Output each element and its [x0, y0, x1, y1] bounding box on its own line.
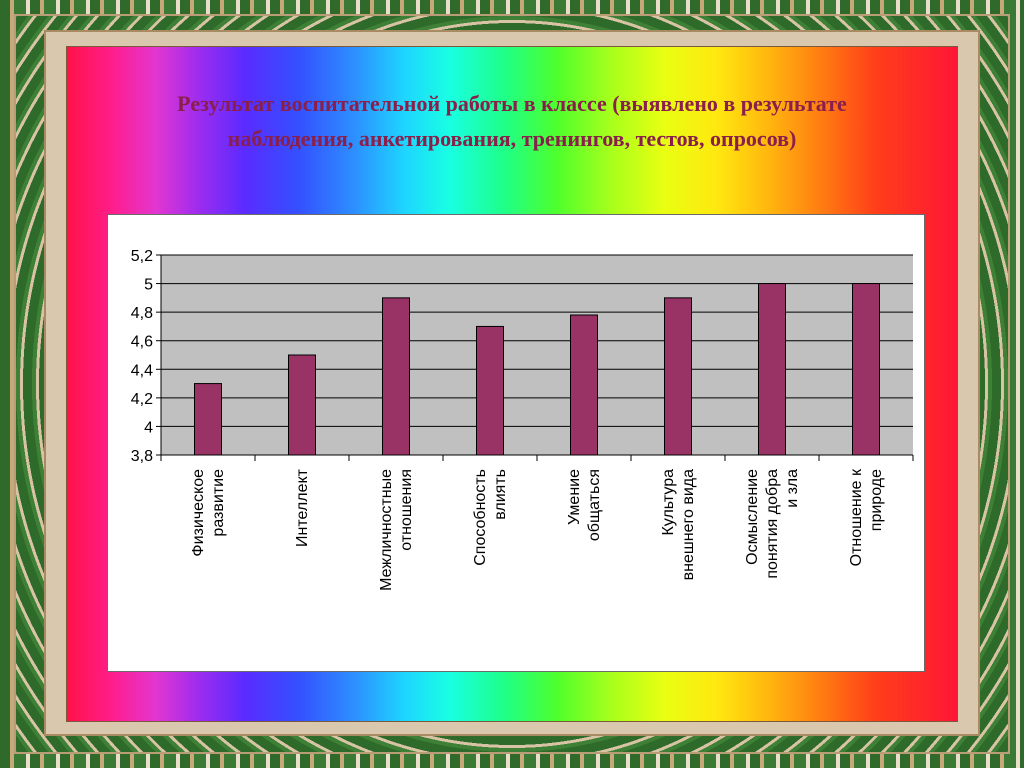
y-tick-label: 5,2	[131, 248, 153, 265]
x-tick-label-line: природе	[868, 469, 885, 531]
bar	[288, 354, 316, 456]
bar-chart: 3,8 4 4,2 4,4 4,6 4,8 5 5,2 Физическое развитие Ин…	[131, 248, 914, 591]
x-tick-label-line: Физическое	[190, 469, 207, 557]
x-tick-label-line: Отношение к	[848, 468, 865, 566]
x-tick-label: Отношение к природе	[848, 468, 885, 566]
bar	[852, 283, 880, 456]
x-tick-label-line: Межличностные	[378, 469, 395, 591]
plot-area	[161, 255, 913, 455]
bar	[758, 283, 786, 456]
y-tick-label: 4,2	[131, 391, 153, 408]
y-tick-label: 4	[144, 419, 153, 436]
x-tick-label-line: внешнего вида	[680, 469, 697, 580]
x-tick-label-line: общаться	[586, 469, 603, 541]
x-tick-label: Межличностные отношения	[378, 469, 415, 591]
x-tick-label-line: отношения	[398, 469, 415, 551]
y-tick-label: 4,6	[131, 334, 153, 351]
y-tick-label: 4,4	[131, 362, 153, 379]
y-tick-label: 3,8	[131, 448, 153, 465]
x-tick-label-line: влиять	[492, 469, 509, 520]
chart-panel: 3,8 4 4,2 4,4 4,6 4,8 5 5,2 Физическое развитие Ин…	[107, 214, 925, 672]
x-tick-label: Культура внешнего вида	[660, 469, 697, 580]
x-tick-label-line: развитие	[210, 469, 227, 537]
bar	[194, 383, 222, 456]
x-tick-label-line: Интеллект	[294, 468, 311, 547]
x-tick-label-line: Способность	[472, 469, 489, 566]
bar	[382, 297, 410, 456]
y-tick-label: 4,8	[131, 305, 153, 322]
bar	[664, 297, 692, 456]
x-tick-label-line: Культура	[660, 469, 677, 536]
x-tick-label: Умение общаться	[566, 469, 603, 541]
x-tick-label-line: и зла	[784, 469, 801, 508]
x-tick-label: Способность влиять	[472, 469, 509, 566]
x-tick-label: Осмысление понятия добра и зла	[744, 469, 801, 579]
x-tick-label-line: Осмысление	[744, 469, 761, 565]
bar	[570, 314, 598, 456]
bar	[476, 325, 504, 456]
slide-title: Результат воспитательной работы в классе…	[177, 91, 847, 151]
x-tick-label: Интеллект	[294, 468, 311, 547]
x-tick-label: Физическое развитие	[190, 469, 227, 557]
y-tick-label: 5	[144, 277, 153, 294]
x-tick-label-line: Умение	[566, 469, 583, 525]
x-tick-label-line: понятия добра	[764, 469, 781, 579]
